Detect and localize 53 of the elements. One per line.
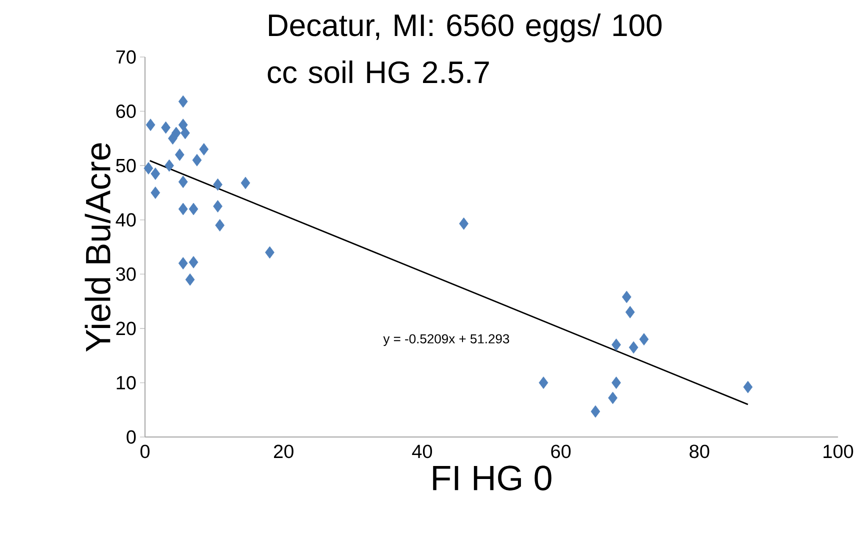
chart-title: Decatur, MI: 6560 eggs/ 100 cc soil HG 2.5.7 [268,13,662,84]
x-tick-label: 80 [690,444,710,458]
point [628,341,638,354]
point [164,159,174,172]
point [639,333,649,346]
point [215,219,225,232]
point [612,338,621,351]
point [178,118,188,132]
x-axis-title: FI HG 0 [433,466,552,490]
x-tick-label: 0 [140,444,150,458]
point [459,217,468,230]
y-tick-label: 10 [116,376,136,390]
y-tick-label: 60 [116,104,136,118]
point [240,176,250,190]
x-tick-label: 100 [824,444,854,458]
y-tick-label: 30 [116,267,136,281]
point [213,200,222,212]
point [185,273,195,286]
point [625,306,635,318]
x-tick-label: 60 [551,444,571,458]
point [144,162,154,174]
y-tick-label: 0 [126,430,136,444]
y-tick-label: 70 [116,50,136,64]
point [199,143,209,156]
x-tick-label: 20 [274,444,294,458]
x-tick-label: 40 [412,444,432,458]
point [538,376,548,389]
point [178,95,188,108]
y-tick-label: 20 [116,322,136,336]
point [743,380,753,394]
point [174,148,184,161]
point [188,202,198,216]
point [146,118,156,132]
annotation: y = -0.5209x + 51.293 [383,334,510,346]
y-axis-title: Yield Bu/Acre [84,143,111,352]
point [180,126,190,140]
point [612,376,621,389]
point [188,256,198,268]
point [608,392,618,404]
point [178,176,188,188]
point [192,154,202,166]
point [150,186,160,199]
point [590,405,600,418]
point [150,168,160,180]
point [178,202,188,216]
point [178,257,188,270]
y-tick-label: 40 [116,213,136,227]
y-tick-label: 50 [116,158,136,172]
point [161,121,170,134]
point [265,246,274,259]
point [168,132,178,145]
point [622,290,632,304]
point [213,178,222,191]
